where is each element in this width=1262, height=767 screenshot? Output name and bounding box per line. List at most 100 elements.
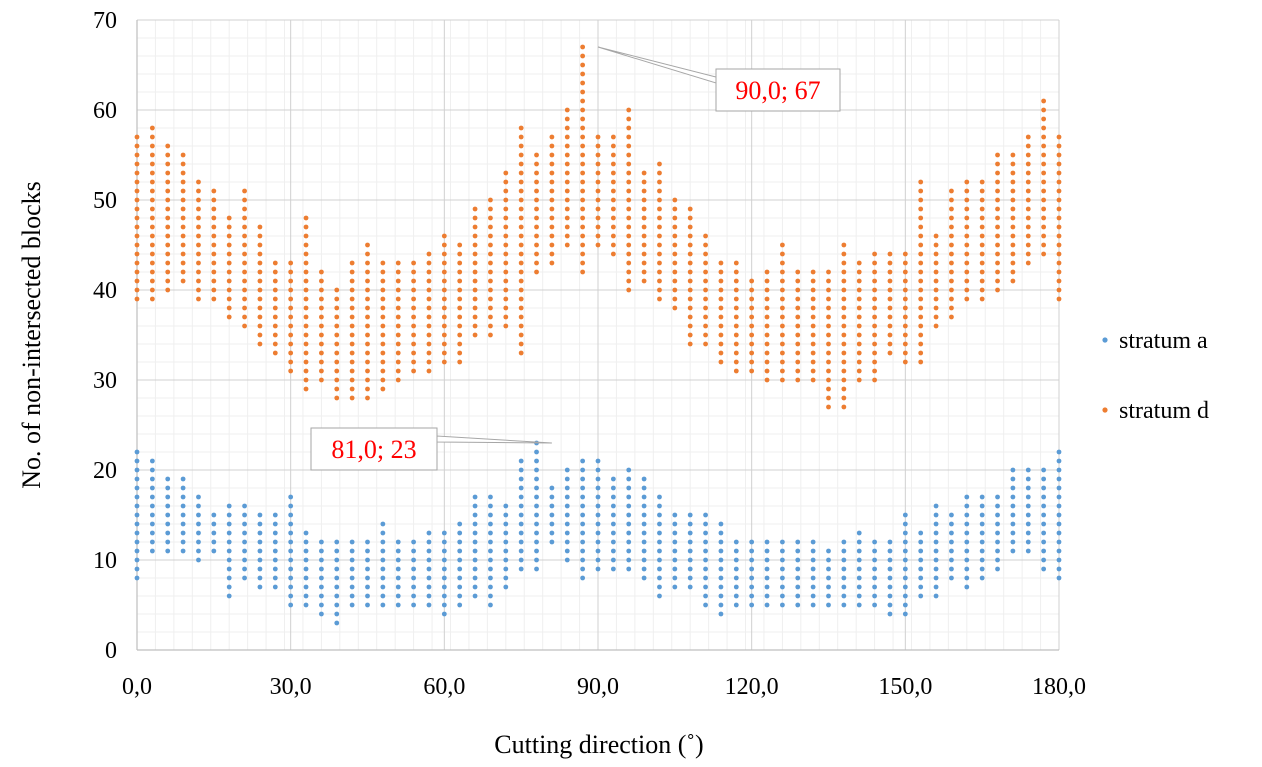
data-point: [979, 188, 985, 194]
data-point: [180, 539, 186, 545]
data-point: [995, 170, 1000, 176]
data-point: [303, 269, 309, 275]
data-point: [1025, 224, 1031, 230]
data-point: [288, 359, 294, 365]
data-point: [303, 341, 309, 347]
data-point: [856, 377, 862, 383]
data-point: [856, 566, 862, 572]
data-point: [1041, 161, 1047, 167]
data-point: [303, 323, 309, 329]
data-point: [733, 314, 739, 320]
data-point: [887, 314, 893, 320]
data-point: [687, 584, 693, 590]
data-point: [580, 89, 586, 95]
axes: [136, 20, 1059, 651]
data-point: [211, 278, 217, 284]
data-point: [1041, 521, 1047, 527]
data-point: [995, 161, 1000, 167]
data-point: [564, 557, 570, 563]
data-point: [641, 485, 647, 491]
data-point: [718, 278, 724, 284]
data-point: [564, 242, 570, 248]
data-point: [764, 377, 770, 383]
data-point: [764, 368, 770, 374]
data-point: [902, 557, 908, 563]
data-point: [134, 557, 140, 563]
data-point: [610, 242, 616, 248]
data-point: [457, 575, 463, 581]
data-point: [534, 152, 539, 158]
data-point: [626, 206, 632, 212]
y-tick-label: 60: [93, 98, 117, 124]
data-point: [272, 332, 278, 338]
data-point: [1010, 269, 1016, 275]
data-point: [134, 521, 140, 527]
data-point: [534, 485, 539, 491]
data-point: [257, 260, 263, 266]
data-point: [749, 305, 755, 311]
data-point: [641, 521, 647, 527]
data-point: [426, 530, 432, 536]
data-point: [272, 530, 278, 536]
data-point: [1056, 575, 1062, 581]
data-point: [149, 521, 155, 527]
data-point: [441, 359, 447, 365]
data-point: [949, 566, 954, 572]
data-point: [534, 521, 539, 527]
data-point: [211, 251, 217, 257]
data-point: [380, 377, 386, 383]
data-point: [749, 593, 755, 599]
data-point: [641, 251, 647, 257]
data-point: [703, 575, 708, 581]
data-point: [395, 296, 401, 302]
data-point: [964, 224, 970, 230]
data-point: [887, 269, 893, 275]
data-point: [733, 566, 739, 572]
data-point: [733, 575, 739, 581]
data-point: [564, 152, 570, 158]
data-point: [949, 260, 954, 266]
data-point: [641, 188, 647, 194]
data-point: [1010, 476, 1016, 482]
data-point: [549, 143, 555, 149]
data-point: [918, 575, 924, 581]
data-point: [733, 548, 739, 554]
data-point: [949, 305, 954, 311]
data-point: [749, 278, 755, 284]
data-point: [780, 575, 785, 581]
data-point: [564, 233, 570, 239]
data-point: [918, 305, 924, 311]
data-point: [918, 179, 924, 185]
data-point: [1025, 242, 1031, 248]
data-point: [610, 143, 616, 149]
data-point: [1025, 503, 1031, 509]
data-point: [1025, 251, 1031, 257]
data-point: [1025, 206, 1031, 212]
data-point: [933, 323, 939, 329]
data-point: [503, 188, 509, 194]
data-point: [149, 548, 155, 554]
data-point: [964, 188, 970, 194]
data-point: [380, 575, 386, 581]
data-point: [303, 242, 309, 248]
data-point: [580, 242, 586, 248]
data-point: [288, 368, 294, 374]
data-point: [687, 557, 693, 563]
data-point: [457, 521, 463, 527]
data-point: [503, 215, 509, 221]
data-point: [733, 260, 739, 266]
data-point: [733, 584, 739, 590]
data-point: [242, 512, 247, 518]
data-point: [134, 287, 140, 293]
data-point: [226, 575, 232, 581]
data-point: [887, 260, 893, 266]
data-point: [703, 566, 708, 572]
data-point: [841, 260, 847, 266]
data-point: [826, 575, 831, 581]
data-point: [365, 350, 370, 356]
data-point: [165, 476, 171, 482]
data-point: [457, 305, 463, 311]
data-point: [303, 530, 309, 536]
data-point: [995, 152, 1000, 158]
data-point: [902, 260, 908, 266]
